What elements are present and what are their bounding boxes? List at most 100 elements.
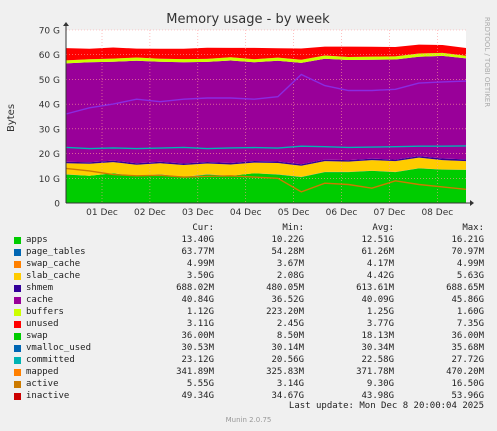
legend-series-name: vmalloc_used [26,343,92,353]
legend-swatch [14,333,21,340]
legend-series-name: mapped [26,367,59,377]
rrdtool-credit: RRDTOOL / TOBI OETIKER [483,17,491,107]
legend-value-cur: 688.02M [176,283,214,293]
legend-value-cur: 4.99M [186,259,214,269]
legend-value-avg: 4.17M [366,259,394,269]
legend-value-avg: 43.98G [361,391,394,401]
legend-value-avg: 613.61M [356,283,394,293]
legend-header-min: Min: [282,223,304,233]
legend-header-avg: Avg: [372,223,394,233]
legend-series-name: swap [26,331,48,341]
legend-value-cur: 5.55G [186,379,214,389]
y-ticks: 0 10 G 20 G 30 G 40 G 50 G 60 G 70 G [39,27,61,210]
legend-swatch [14,273,21,280]
legend-value-avg: 9.30G [366,379,394,389]
y-tick-label: 60 G [39,51,60,61]
legend-value-min: 223.20M [266,307,304,317]
legend-swatch [14,357,21,364]
line-active [65,167,467,193]
legend-swatch [14,249,21,256]
legend-value-min: 34.67G [271,391,304,401]
legend-header-cur: Cur: [192,223,214,233]
legend-row: unused 3.11G 2.45G 3.77G 7.35G [14,318,490,330]
legend-value-min: 10.22G [271,235,304,245]
legend-series-name: committed [26,355,75,365]
grid [66,29,466,203]
legend-value-avg: 12.51G [361,235,394,245]
legend-swatch [14,285,21,292]
legend-value-min: 20.56G [271,355,304,365]
legend-series-name: page_tables [26,247,86,257]
legend-swatch [14,369,21,376]
legend-value-cur: 1.12G [186,307,214,317]
x-tick-label: 08 Dec [421,208,453,218]
y-tick-label: 20 G [39,150,60,160]
legend-row: mapped 341.89M 325.83M 371.78M 470.20M [14,366,490,378]
x-tick-label: 01 Dec [86,208,118,218]
legend-row: vmalloc_used 30.53M 30.14M 30.34M 35.68M [14,342,490,354]
legend-value-min: 36.52G [271,295,304,305]
line-committed [65,145,467,150]
legend-value-max: 36.00M [451,331,484,341]
area-cache [66,55,466,165]
y-tick-label: 50 G [39,76,60,86]
legend-value-min: 30.14M [271,343,304,353]
area-slab_cache [66,157,466,177]
memory-chart: Memory usage - by week Bytes RRDTOOL / T… [6,12,491,218]
y-tick-label: 30 G [39,125,60,135]
legend-swatch [14,309,21,316]
y-tick-label: 0 [54,200,60,210]
x-tick-label: 06 Dec [326,208,358,218]
munin-version: Munin 2.0.75 [225,416,272,424]
legend-row: buffers 1.12G 223.20M 1.25G 1.60G [14,306,490,318]
legend-value-cur: 63.77M [181,247,214,257]
line-inactive [65,73,467,115]
x-tick-label: 02 Dec [134,208,166,218]
legend-value-max: 1.60G [456,307,484,317]
legend-value-avg: 22.58G [361,355,394,365]
y-tick-label: 70 G [39,27,60,37]
x-ticks: 01 Dec 02 Dec 03 Dec 04 Dec 05 Dec 06 Dec 07 D… [86,208,453,218]
legend-value-max: 45.86G [451,295,484,305]
legend-value-avg: 18.13M [361,331,394,341]
legend-value-cur: 23.12G [181,355,214,365]
legend-series-name: buffers [26,307,64,317]
x-tick-label: 04 Dec [230,208,262,218]
legend-series-name: cache [26,295,54,305]
legend-series-name: swap_cache [26,259,81,269]
legend-swatch [14,261,21,268]
legend-value-max: 5.63G [456,271,484,281]
legend-swatch [14,237,21,244]
legend-value-max: 16.21G [451,235,484,245]
legend-swatch [14,345,21,352]
chart-title: Memory usage - by week [166,12,330,27]
legend-header-max: Max: [462,223,484,233]
legend-swatch [14,393,21,400]
legend-value-max: 7.35G [456,319,484,329]
legend-value-avg: 1.25G [366,307,394,317]
legend-value-cur: 3.50G [186,271,214,281]
legend-value-min: 480.05M [266,283,304,293]
legend-row: swap_cache 4.99M 3.67M 4.17M 4.99M [14,258,490,270]
last-update: Last update: Mon Dec 8 20:00:04 2025 [288,401,484,411]
x-tick-label: 07 Dec [374,208,406,218]
x-tick-label: 03 Dec [182,208,214,218]
legend-series-name: active [26,379,59,389]
legend-row: apps 13.40G 10.22G 12.51G 16.21G [14,234,490,246]
legend-value-min: 2.08G [276,271,304,281]
area-buffers [66,52,466,64]
legend-value-min: 8.50M [276,331,304,341]
legend-value-max: 16.50G [451,379,484,389]
legend-value-max: 70.97M [451,247,484,257]
legend-value-avg: 4.42G [366,271,394,281]
legend-value-min: 3.14G [276,379,304,389]
legend-value-avg: 40.09G [361,295,394,305]
area-shmem [66,156,466,166]
y-tick-label: 10 G [39,175,60,185]
legend-value-min: 3.67M [276,259,304,269]
legend-value-max: 53.96G [451,391,484,401]
legend-value-cur: 30.53M [181,343,214,353]
legend-value-avg: 3.77G [366,319,394,329]
legend-row: swap 36.00M 8.50M 18.13M 36.00M [14,330,490,342]
